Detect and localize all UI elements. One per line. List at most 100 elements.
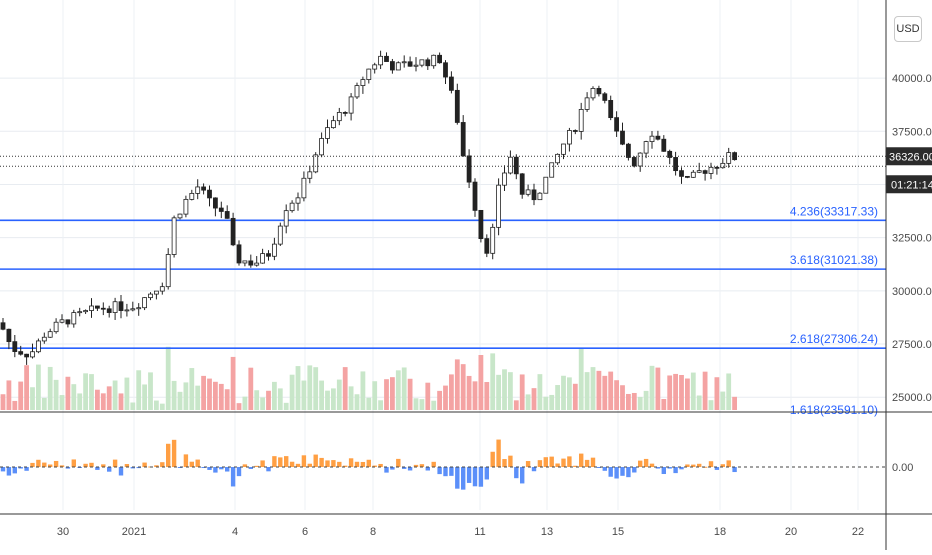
volume-bar xyxy=(378,400,383,410)
volume-bar xyxy=(325,390,330,410)
candle-body xyxy=(454,89,460,123)
oscillator-bar xyxy=(272,456,277,467)
candle-body xyxy=(348,96,354,114)
candle-body xyxy=(325,127,330,139)
volume-bar xyxy=(561,375,566,410)
candle-body xyxy=(189,192,195,200)
countdown-value: 01:21:14 xyxy=(891,179,932,191)
oscillator-bar xyxy=(466,467,472,483)
volume-bar xyxy=(142,384,147,410)
price-tick-label: 27500.00 xyxy=(892,339,932,351)
oscillator-bar xyxy=(402,467,407,469)
volume-bar xyxy=(567,377,572,410)
volume-bar xyxy=(685,378,690,410)
candle-body xyxy=(437,54,443,64)
candle-body xyxy=(372,64,378,70)
candlestick-series xyxy=(0,50,737,365)
volume-bar xyxy=(248,367,254,410)
volume-bar xyxy=(47,366,53,410)
time-tick-label: 22 xyxy=(852,526,864,538)
oscillator-bar xyxy=(632,467,637,473)
candle-body xyxy=(490,226,496,254)
oscillator-bar xyxy=(602,467,607,471)
volume-bar xyxy=(195,385,201,410)
volume-bar xyxy=(165,346,171,410)
candle-body xyxy=(41,336,47,342)
volume-bar xyxy=(726,373,732,410)
candle-body xyxy=(513,156,519,175)
volume-bar xyxy=(307,365,313,410)
oscillator-bar xyxy=(390,467,395,470)
candle-body xyxy=(472,181,478,211)
candle-body xyxy=(207,189,212,199)
volume-bar xyxy=(260,397,265,410)
candle-body xyxy=(620,130,625,145)
candle-body xyxy=(248,260,254,266)
oscillator-bar xyxy=(596,467,602,468)
candle-body xyxy=(165,254,171,288)
oscillator-bar xyxy=(136,467,141,469)
candle-body xyxy=(118,301,124,311)
candle-body xyxy=(531,189,537,201)
volume-bar xyxy=(637,396,643,410)
candle-body xyxy=(549,162,555,178)
candle-body xyxy=(413,64,419,67)
volume-bar xyxy=(490,353,496,410)
oscillator-bar xyxy=(189,461,194,467)
candle-body xyxy=(277,225,283,245)
oscillator-bar xyxy=(697,463,702,467)
candle-body xyxy=(596,88,602,95)
candle-body xyxy=(201,186,207,191)
volume-bar xyxy=(124,377,130,410)
candle-body xyxy=(460,122,466,157)
oscillator-bar xyxy=(514,467,519,479)
candle-body xyxy=(212,197,218,209)
oscillator-bar xyxy=(325,460,330,467)
candle-body xyxy=(142,297,148,309)
oscillator-bar xyxy=(254,465,259,467)
candle-body xyxy=(95,305,100,309)
candle-body xyxy=(195,186,201,194)
volume-bar xyxy=(266,390,271,410)
candle-body xyxy=(36,340,41,353)
volume-bar xyxy=(519,374,525,410)
oscillator-bar xyxy=(484,467,489,480)
candle-body xyxy=(24,353,30,358)
time-tick-label: 11 xyxy=(474,526,485,538)
oscillator-bar xyxy=(12,467,17,474)
volume-bar xyxy=(720,391,726,410)
volume-bar xyxy=(189,368,195,410)
oscillator-bar xyxy=(219,467,224,470)
candle-body xyxy=(171,217,177,255)
oscillator-bar xyxy=(502,459,507,467)
currency-button[interactable]: USD xyxy=(894,16,922,42)
fib-extension-levels[interactable]: 4.236(33317.33) 3.618(31021.38) 2.618(2730… xyxy=(0,204,886,417)
candle-body xyxy=(301,177,307,199)
oscillator-bar xyxy=(655,467,661,469)
oscillator-bar xyxy=(201,467,206,468)
candle-body xyxy=(561,143,566,155)
candle-body xyxy=(130,308,136,311)
volume-bar xyxy=(24,365,29,410)
volume-bar xyxy=(454,359,460,410)
oscillator-bar xyxy=(396,458,401,467)
volume-bar xyxy=(148,372,153,410)
candle-body xyxy=(83,310,88,313)
candle-body xyxy=(271,243,277,257)
oscillator-bar xyxy=(112,459,118,467)
volume-bar xyxy=(572,383,578,410)
candle-body xyxy=(283,210,289,227)
volume-bar xyxy=(419,399,425,410)
volume-bar xyxy=(549,394,555,410)
oscillator-bar xyxy=(42,462,47,467)
oscillator-bar xyxy=(230,467,236,487)
oscillator-bar xyxy=(667,467,672,469)
volume-bar xyxy=(413,398,419,410)
oscillator-bar xyxy=(124,464,130,467)
candle-body xyxy=(177,213,183,219)
oscillator-bar xyxy=(53,460,59,467)
volume-bar xyxy=(218,383,224,410)
oscillator-bar xyxy=(726,460,731,467)
